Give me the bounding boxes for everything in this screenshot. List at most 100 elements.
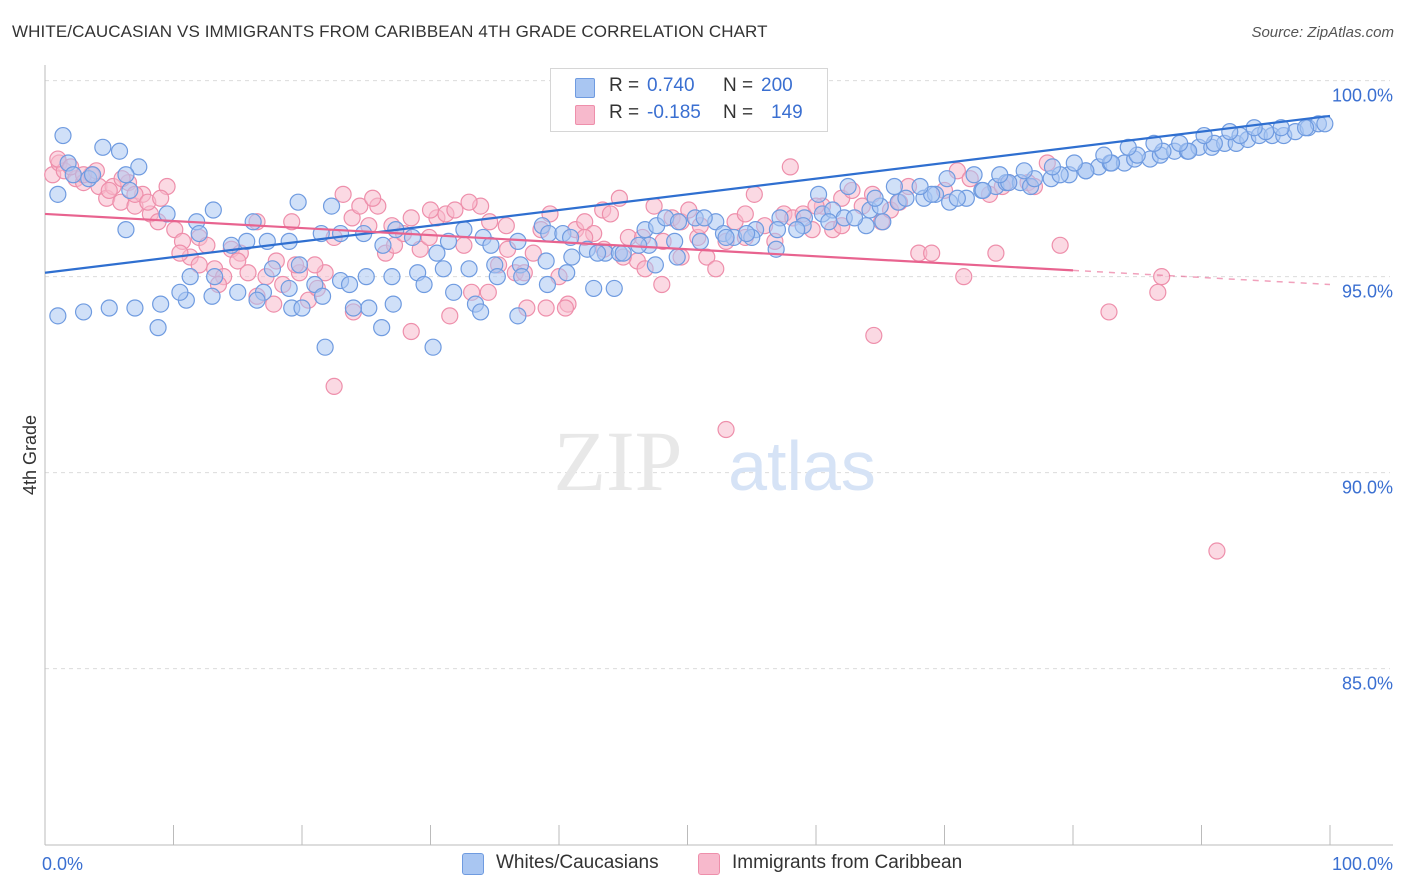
point-whites	[455, 221, 473, 239]
gridlines	[45, 80, 1390, 670]
point-whites	[885, 177, 903, 196]
point-whites	[509, 232, 527, 250]
point-whites	[717, 228, 735, 247]
point-whites	[403, 228, 422, 247]
x-tick-label: 100.0%	[1332, 854, 1393, 874]
point-whites	[974, 181, 992, 200]
point-caribbean	[420, 228, 438, 247]
point-caribbean	[479, 283, 497, 301]
point-whites	[460, 260, 478, 278]
point-caribbean	[736, 205, 754, 223]
legend-r-label: R =	[609, 102, 640, 123]
point-caribbean	[334, 185, 352, 203]
point-caribbean	[351, 197, 369, 215]
point-whites	[238, 232, 256, 250]
point-whites	[513, 268, 531, 286]
point-whites	[94, 138, 112, 156]
point-whites	[360, 299, 378, 317]
point-whites	[768, 221, 787, 239]
point-whites	[1065, 154, 1083, 172]
point-caribbean	[1100, 303, 1118, 321]
point-whites	[289, 193, 307, 211]
point-caribbean	[190, 256, 208, 274]
point-whites	[538, 275, 557, 294]
trend-line-extension	[1072, 269, 1331, 286]
point-whites	[991, 166, 1009, 184]
bottom-legend-swatch-blue	[462, 853, 484, 875]
point-caribbean	[865, 326, 883, 345]
axis-labels: 85.0% 90.0% 95.0% 100.0% 0.0% 100.0%	[42, 86, 1393, 874]
point-whites	[322, 197, 341, 215]
point-whites	[344, 299, 362, 317]
point-whites	[290, 256, 309, 274]
point-whites	[537, 252, 555, 270]
point-caribbean	[460, 193, 478, 211]
point-caribbean	[1149, 283, 1167, 301]
point-whites	[614, 244, 632, 262]
point-whites	[117, 166, 135, 184]
point-caribbean	[707, 260, 725, 278]
point-whites	[472, 303, 490, 321]
point-whites	[482, 236, 500, 254]
point-whites	[316, 338, 334, 356]
point-whites	[263, 260, 282, 278]
point-whites	[204, 201, 222, 219]
point-whites	[149, 319, 167, 337]
chart-source: Source: ZipAtlas.com	[1251, 24, 1394, 41]
point-whites	[666, 232, 684, 250]
point-whites	[561, 228, 580, 247]
point-whites	[293, 299, 311, 317]
point-whites	[1095, 146, 1113, 164]
legend-n-value: 200	[761, 75, 793, 96]
legend-n-value: 149	[771, 102, 803, 123]
point-caribbean	[698, 248, 716, 266]
point-caribbean	[1208, 542, 1226, 560]
point-caribbean	[441, 307, 459, 325]
point-whites	[938, 170, 956, 188]
watermark-atlas: atlas	[728, 427, 876, 505]
point-whites	[788, 221, 806, 239]
trend-line	[44, 114, 1331, 274]
point-caribbean	[306, 256, 324, 274]
point-caribbean	[455, 236, 473, 254]
point-caribbean	[955, 268, 973, 286]
point-whites	[1296, 119, 1315, 137]
point-caribbean	[601, 205, 620, 223]
point-caribbean	[325, 377, 343, 396]
point-whites	[1245, 119, 1263, 137]
point-whites	[1043, 158, 1062, 176]
point-whites	[839, 177, 857, 196]
point-whites	[171, 283, 189, 301]
axes	[44, 65, 1393, 846]
point-whites	[695, 209, 713, 227]
point-caribbean	[1153, 268, 1171, 286]
point-caribbean	[481, 213, 499, 231]
point-whites	[605, 279, 623, 298]
point-whites	[434, 260, 452, 278]
point-whites	[1119, 138, 1137, 156]
point-whites	[280, 279, 298, 298]
trend-lines	[44, 114, 1331, 286]
point-whites	[152, 295, 170, 313]
point-whites	[313, 287, 332, 305]
bottom-legend-label: Whites/Caucasians	[496, 852, 659, 873]
point-caribbean	[239, 264, 257, 282]
point-caribbean	[402, 322, 420, 341]
point-whites	[203, 287, 221, 305]
y-tick-label: 85.0%	[1342, 674, 1393, 694]
point-whites	[563, 248, 581, 266]
point-whites	[181, 268, 199, 286]
point-whites	[83, 166, 102, 184]
point-caribbean	[1051, 236, 1069, 254]
point-caribbean	[537, 299, 555, 317]
y-tick-label: 100.0%	[1332, 86, 1393, 106]
point-whites	[1221, 123, 1239, 141]
point-caribbean	[923, 244, 941, 262]
point-whites	[738, 224, 756, 243]
point-caribbean	[446, 201, 464, 219]
point-whites	[1015, 162, 1033, 180]
point-whites	[54, 126, 72, 145]
legend-swatch-blue	[575, 78, 595, 98]
point-caribbean	[781, 158, 799, 176]
legend-swatch-pink	[575, 105, 595, 125]
